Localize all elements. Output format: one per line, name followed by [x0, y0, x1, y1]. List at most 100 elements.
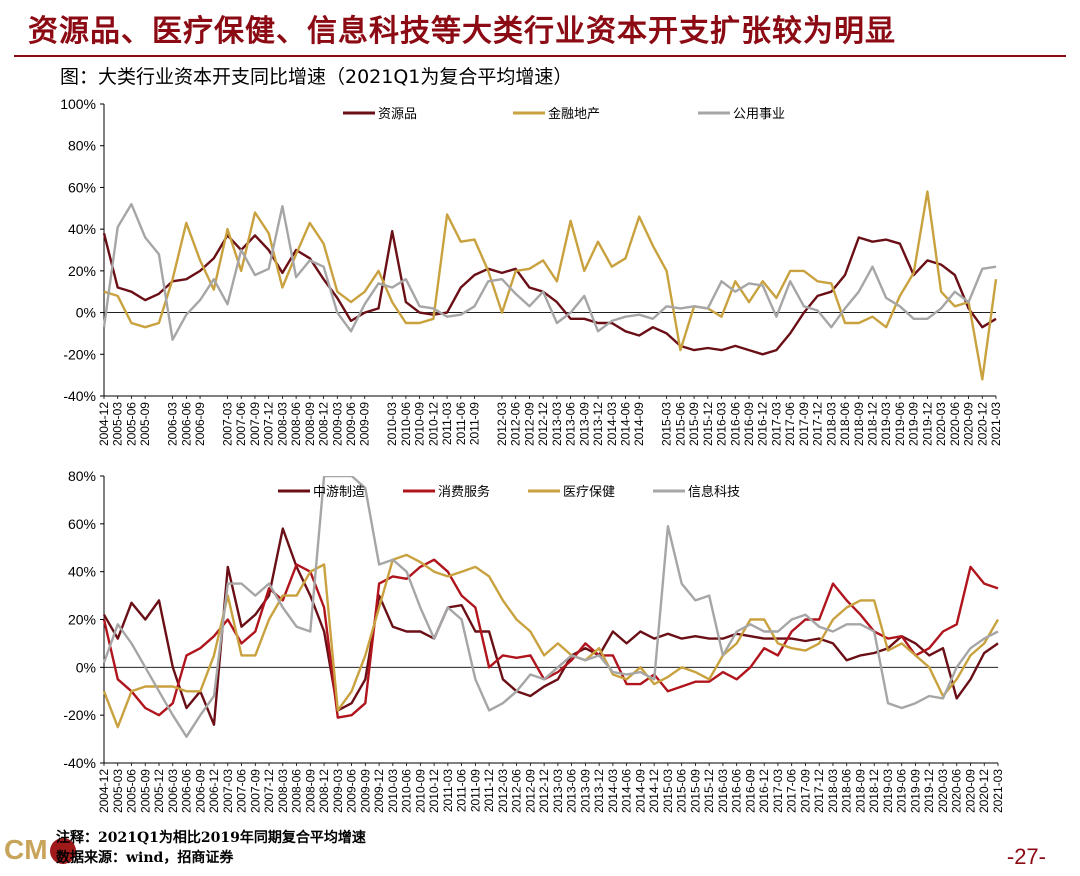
- x-tick-label: 2006-03: [166, 402, 180, 446]
- x-tick-label: 2009-06: [344, 402, 358, 446]
- series-line-1: [102, 527, 999, 726]
- x-tick-label: 2020-06: [948, 402, 962, 446]
- brand-logo: CM: [4, 832, 124, 872]
- x-tick-label: 2014-03: [605, 402, 619, 446]
- x-tick-label: 2011-09: [468, 769, 482, 812]
- x-tick-label: 2012-06: [510, 769, 524, 813]
- x-tick-label: 2011-09: [468, 402, 482, 445]
- x-tick-label: 2016-06: [730, 769, 744, 813]
- x-tick-label: 2014-09: [633, 769, 647, 813]
- x-tick-label: 2020-06: [950, 769, 964, 813]
- x-tick-label: 2015-06: [673, 402, 687, 446]
- x-tick-label: 2019-03: [879, 402, 893, 446]
- x-tick-label: 2012-12: [536, 402, 550, 446]
- x-tick-label: 2008-03: [275, 402, 289, 446]
- x-tick-label: 2016-06: [728, 402, 742, 446]
- x-tick-label: 2007-09: [248, 402, 262, 446]
- x-tick-label: 2020-09: [962, 402, 976, 446]
- x-tick-label: 2014-06: [620, 769, 634, 813]
- series-line-2: [102, 558, 999, 719]
- x-tick-label: 2010-09: [413, 769, 427, 813]
- x-tick-label: 2016-12: [757, 769, 771, 813]
- x-tick-label: 2006-06: [179, 402, 193, 446]
- x-tick-label: 2019-09: [907, 402, 921, 446]
- x-tick-label: 2013-09: [577, 402, 591, 446]
- x-tick-label: 2017-12: [812, 769, 826, 813]
- x-tick-label: 2017-12: [811, 402, 825, 446]
- x-tick-label: 2013-06: [565, 769, 579, 813]
- x-tick-label: 2009-06: [345, 769, 359, 813]
- x-tick-label: 2015-09: [688, 769, 702, 813]
- y-tick-label: -40%: [63, 388, 96, 404]
- x-tick-label: 2012-12: [537, 769, 551, 813]
- x-tick-label: 2013-03: [550, 402, 564, 446]
- x-tick-label: 2018-09: [853, 769, 867, 813]
- x-tick-label: 2006-09: [193, 769, 207, 813]
- x-tick-label: 2006-03: [166, 769, 180, 813]
- page-title: 资源品、医疗保健、信息科技等大类行业资本开支扩张较为明显: [28, 14, 896, 49]
- x-tick-label: 2016-09: [742, 402, 756, 446]
- x-tick-label: 2006-06: [180, 769, 194, 813]
- x-tick-label: 2005-03: [111, 769, 125, 813]
- x-tick-label: 2010-09: [413, 402, 427, 446]
- x-tick-label: 2005-09: [138, 402, 152, 446]
- x-tick-label: 2019-12: [922, 769, 936, 813]
- x-tick-label: 2017-03: [769, 402, 783, 446]
- x-tick-label: 2008-09: [303, 402, 317, 446]
- x-tick-label: 2016-12: [756, 402, 770, 446]
- x-tick-label: 2021-03: [989, 402, 1003, 446]
- footnote: 注释：2021Q1为相比2019年同期复合平均增速 数据来源：wind，招商证券: [56, 828, 366, 868]
- x-tick-label: 2010-06: [400, 769, 414, 813]
- chart-bottom-svg: -40%-20%0%20%40%60%80%2004-12 2005-03 2005…: [63, 468, 1005, 813]
- x-tick-label: 2012-06: [509, 402, 523, 446]
- x-tick-label: 2014-09: [632, 402, 646, 446]
- x-tick-label: 2020-03: [934, 402, 948, 446]
- figure-caption: 图：大类行业资本开支同比增速（2021Q1为复合平均增速）: [60, 66, 573, 88]
- x-tick-label: 2015-09: [687, 402, 701, 446]
- x-tick-label: 2013-09: [578, 769, 592, 813]
- x-tick-label: 2017-06: [785, 769, 799, 813]
- legend-label: 中游制造: [313, 485, 365, 500]
- x-tick-label: 2018-09: [852, 402, 866, 446]
- legend-label: 资源品: [378, 107, 417, 122]
- legend-label: 金融地产: [548, 106, 600, 122]
- y-tick-label: 60%: [68, 516, 96, 532]
- x-tick-label: 2017-06: [783, 402, 797, 446]
- x-tick-label: 2009-03: [330, 402, 344, 446]
- x-tick-label: 2007-03: [221, 402, 235, 446]
- x-tick-label: 2011-03: [441, 769, 455, 812]
- x-tick-label: 2018-03: [824, 402, 838, 446]
- x-tick-label: 2015-12: [701, 402, 715, 446]
- series-line-1: [102, 229, 997, 356]
- x-tick-label: 2011-06: [454, 402, 468, 445]
- x-tick-label: 2005-06: [125, 769, 139, 813]
- x-tick-label: 2017-09: [798, 769, 812, 813]
- x-tick-label: 2012-03: [495, 402, 509, 446]
- x-tick-label: 2016-03: [716, 769, 730, 813]
- legend-label: 信息科技: [688, 484, 740, 500]
- y-tick-label: -40%: [63, 755, 96, 771]
- x-tick-label: 2007-03: [221, 769, 235, 813]
- x-tick-label: 2020-12: [977, 769, 991, 813]
- x-tick-label: 2008-12: [317, 769, 331, 813]
- x-tick-label: 2005-06: [124, 402, 138, 446]
- y-tick-label: -20%: [63, 707, 96, 723]
- x-tick-label: 2007-12: [262, 402, 276, 446]
- x-tick-label: 2004-12: [97, 402, 111, 446]
- x-tick-label: 2014-03: [606, 769, 620, 813]
- page-number: -27-: [1006, 844, 1046, 869]
- x-tick-label: 2007-09: [248, 769, 262, 813]
- y-tick-label: 20%: [68, 612, 96, 628]
- series-line-3: [102, 202, 997, 341]
- legend-label: 公用事业: [733, 107, 785, 122]
- title-divider: [14, 55, 1066, 57]
- x-tick-label: 2005-03: [111, 402, 125, 446]
- x-tick-label: 2010-12: [426, 402, 440, 446]
- x-tick-label: 2008-06: [290, 769, 304, 813]
- x-tick-label: 2007-06: [234, 402, 248, 446]
- x-tick-label: 2008-06: [289, 402, 303, 446]
- x-tick-label: 2009-09: [358, 769, 372, 813]
- x-tick-label: 2021-03: [991, 769, 1005, 813]
- x-tick-label: 2007-12: [262, 769, 276, 813]
- x-tick-label: 2016-03: [715, 402, 729, 446]
